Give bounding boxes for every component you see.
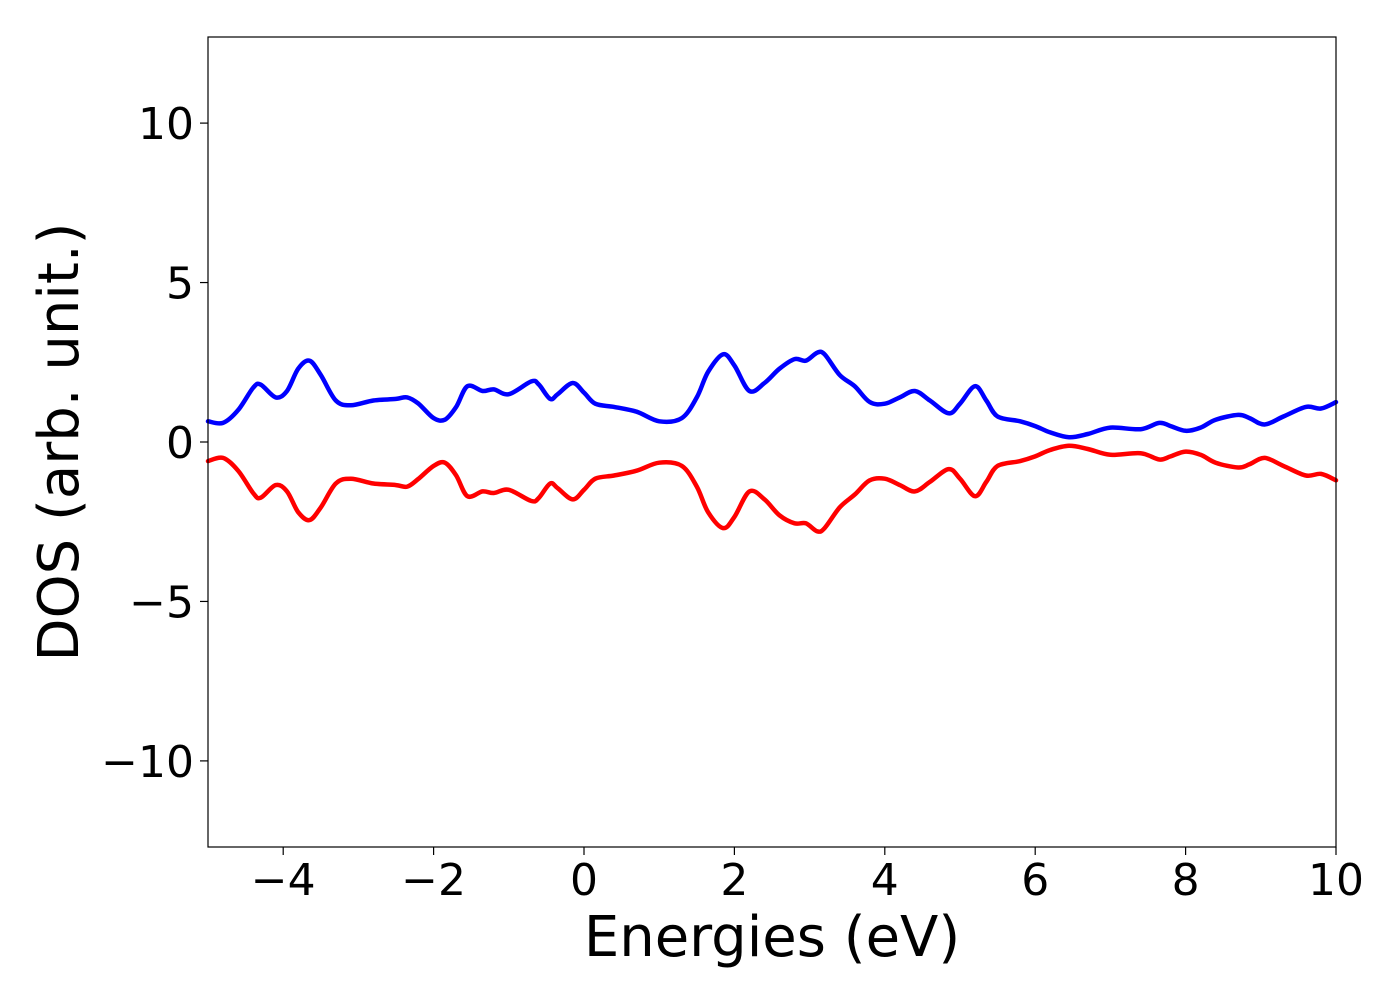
x-tick-label: 10 xyxy=(1308,855,1364,906)
y-tick-label: 0 xyxy=(166,418,194,469)
x-tick-label: 0 xyxy=(570,855,598,906)
x-tick-label: 4 xyxy=(871,855,899,906)
plot-area xyxy=(208,37,1336,847)
x-tick-label: 6 xyxy=(1021,855,1049,906)
series-layer xyxy=(205,349,1339,534)
y-tick-label: −10 xyxy=(101,737,194,788)
y-axis-label: DOS (arb. unit.) xyxy=(27,222,92,661)
x-tick-label: −2 xyxy=(401,855,466,906)
plot-frame xyxy=(207,36,1337,848)
y-tick-label: 5 xyxy=(166,259,194,310)
x-axis-label: Energies (eV) xyxy=(584,905,960,970)
x-tick-label: −4 xyxy=(251,855,316,906)
x-axis-ticks: −4 −2 0 2 4 6 8 10 xyxy=(251,847,1364,906)
x-tick-label: 8 xyxy=(1172,855,1200,906)
y-tick-label: 10 xyxy=(138,99,194,150)
series-line-blue xyxy=(205,349,1339,440)
y-tick-label: −5 xyxy=(129,577,194,628)
y-axis-ticks: −10 −5 0 5 10 xyxy=(101,99,208,788)
series-line-red xyxy=(205,443,1339,534)
x-tick-label: 2 xyxy=(720,855,748,906)
